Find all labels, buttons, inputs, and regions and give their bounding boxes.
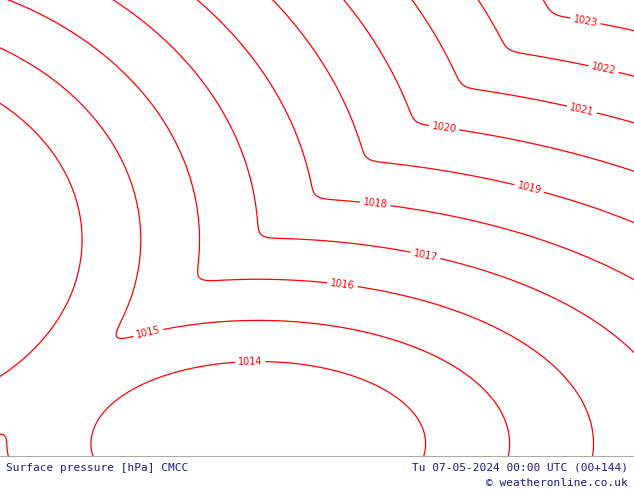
Text: Surface pressure [hPa] CMCC: Surface pressure [hPa] CMCC	[6, 463, 188, 473]
Text: © weatheronline.co.uk: © weatheronline.co.uk	[486, 478, 628, 488]
Text: 1015: 1015	[135, 325, 162, 341]
Text: 1022: 1022	[590, 61, 617, 76]
Text: 1016: 1016	[330, 278, 355, 291]
Text: 1023: 1023	[573, 14, 598, 28]
Text: Tu 07-05-2024 00:00 UTC (00+144): Tu 07-05-2024 00:00 UTC (00+144)	[411, 463, 628, 473]
Text: 1014: 1014	[238, 356, 262, 367]
Text: 1021: 1021	[569, 102, 595, 117]
Text: 1019: 1019	[516, 180, 542, 196]
Text: 1017: 1017	[412, 248, 438, 263]
Text: 1020: 1020	[431, 121, 457, 134]
Text: 1018: 1018	[363, 197, 388, 210]
